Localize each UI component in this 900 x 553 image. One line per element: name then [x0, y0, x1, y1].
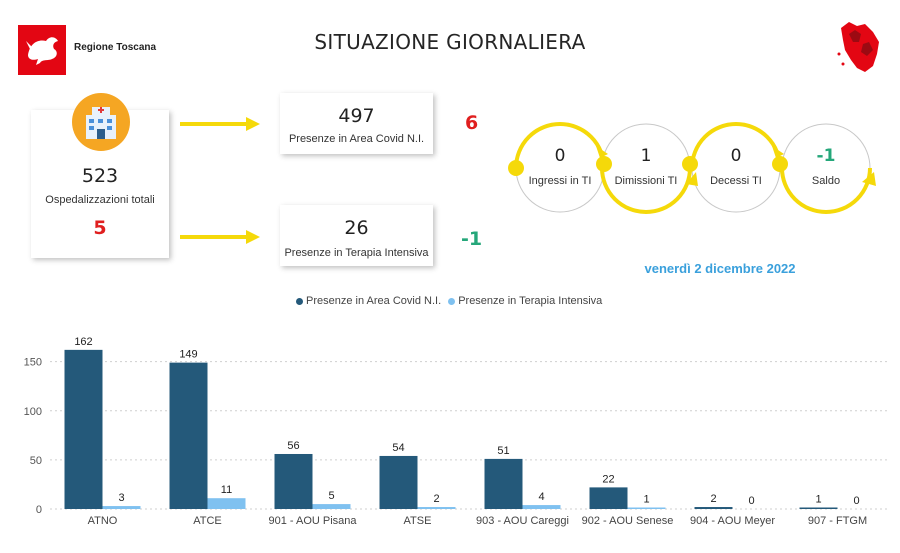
data-label: 162	[74, 336, 92, 348]
hospital-icon	[72, 93, 130, 155]
total-label: Ospedalizzazioni totali	[45, 194, 155, 206]
flow-label-dimissioni: Dimissioni TI	[614, 175, 678, 187]
data-label: 5	[328, 490, 334, 502]
bar	[207, 498, 246, 509]
area-value: 497	[338, 105, 375, 127]
data-label: 1	[815, 494, 821, 506]
legend-label-ti: Presenze in Terapia Intensiva	[458, 295, 603, 307]
flow-dot	[596, 156, 612, 172]
bar	[102, 506, 141, 509]
bar	[627, 507, 666, 509]
x-tick-label: ATCE	[193, 515, 222, 527]
flow-value-ingressi: 0	[554, 146, 566, 166]
bar	[64, 349, 103, 509]
legend-swatch-ti	[448, 297, 456, 305]
legend-label-area: Presenze in Area Covid N.I.	[306, 295, 442, 307]
bar	[379, 455, 418, 509]
x-tick-label: ATSE	[404, 515, 432, 527]
data-label: 3	[118, 492, 124, 504]
regione-toscana-logo-icon	[18, 25, 66, 75]
flow-label-saldo: Saldo	[811, 175, 841, 187]
flow-dot	[508, 160, 524, 176]
total-delta: 5	[93, 217, 107, 239]
ti-flow-diagram	[508, 122, 876, 214]
data-label: 2	[433, 493, 439, 505]
data-label: 0	[853, 495, 859, 507]
flow-value-saldo: -1	[816, 146, 836, 166]
bar	[312, 504, 351, 509]
flow-value-decessi: 0	[730, 146, 742, 166]
bar	[799, 507, 838, 509]
area-covid-card: 497 Presenze in Area Covid N.I.	[280, 93, 433, 154]
data-label: 4	[538, 491, 544, 503]
total-hospitalizations-card: 523 Ospedalizzazioni totali 5	[31, 93, 169, 258]
x-tick-label: 903 - AOU Careggi	[476, 515, 569, 527]
area-delta: 6	[465, 112, 479, 134]
y-tick-label: 50	[30, 455, 42, 467]
bar	[484, 458, 523, 509]
x-tick-label: 907 - FTGM	[808, 515, 867, 527]
flow-label-ingressi: Ingressi in TI	[528, 175, 592, 187]
data-label: 22	[602, 473, 614, 485]
flow-dot	[682, 156, 698, 172]
report-date: venerdì 2 dicembre 2022	[644, 261, 796, 276]
flow-dot	[772, 156, 788, 172]
chart-legend: Presenze in Area Covid N.I. Presenze in …	[296, 295, 602, 307]
ti-delta: -1	[461, 228, 483, 250]
data-label: 1	[643, 494, 649, 506]
arrow-right-icon	[180, 230, 260, 244]
data-label: 149	[179, 349, 197, 361]
x-tick-label: 902 - AOU Senese	[582, 515, 674, 527]
arrow-right-icon	[180, 117, 260, 131]
y-tick-label: 150	[24, 357, 42, 369]
ti-value: 26	[344, 217, 369, 239]
intensive-care-card: 26 Presenze in Terapia Intensiva	[280, 205, 433, 266]
flow-label-decessi: Decessi TI	[710, 175, 762, 187]
page-title: SITUAZIONE GIORNALIERA	[314, 30, 586, 54]
x-tick-label: 901 - AOU Pisana	[268, 515, 357, 527]
bar	[417, 507, 456, 509]
bar	[274, 453, 313, 509]
legend-swatch-area	[296, 297, 303, 305]
data-label: 2	[710, 493, 716, 505]
total-value: 523	[81, 165, 119, 187]
x-tick-label: ATNO	[88, 515, 118, 527]
bar	[169, 362, 208, 509]
bar	[522, 505, 561, 509]
bar	[589, 487, 628, 509]
org-name: Regione Toscana	[74, 42, 157, 53]
data-label: 51	[497, 445, 509, 457]
ti-label: Presenze in Terapia Intensiva	[284, 247, 429, 259]
data-label: 0	[748, 495, 754, 507]
area-label: Presenze in Area Covid N.I.	[288, 133, 425, 145]
tuscany-map-icon	[835, 20, 885, 84]
y-tick-label: 100	[24, 406, 42, 418]
data-label: 11	[221, 484, 232, 496]
bar	[694, 507, 733, 509]
data-label: 56	[287, 440, 299, 452]
flow-value-dimissioni: 1	[640, 146, 652, 166]
y-tick-label: 0	[36, 504, 42, 516]
x-tick-label: 904 - AOU Meyer	[690, 515, 775, 527]
data-label: 54	[392, 442, 404, 454]
